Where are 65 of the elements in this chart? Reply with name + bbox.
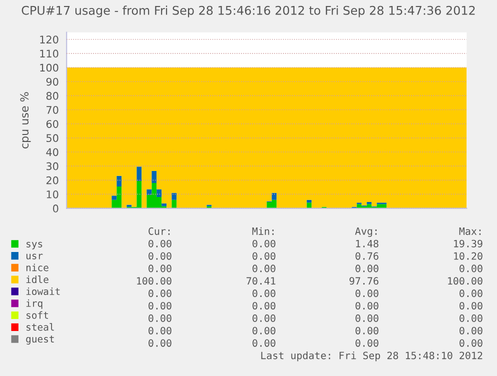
text: Min: — [252, 227, 274, 235]
y-tick-label: 120 — [40, 36, 58, 44]
y-tick-label: 110 — [40, 50, 58, 58]
y-axis-title: cpu use % — [20, 92, 31, 148]
text: 0.00 — [148, 314, 172, 322]
text: 0.00 — [356, 290, 378, 298]
text: 0.00 — [252, 302, 276, 310]
text: 10.20 — [454, 252, 482, 260]
text: 1.48 — [356, 240, 378, 248]
text: 0.00 — [356, 339, 378, 347]
legend-label: steal — [26, 323, 54, 331]
text: 0.00 — [148, 302, 172, 310]
y-tick-label: 40 — [46, 148, 58, 156]
y-tick-label: 30 — [46, 162, 58, 170]
text: 0.00 — [252, 290, 276, 298]
text: 0.00 — [252, 252, 276, 260]
text: 0.00 — [148, 339, 172, 347]
text: 0.00 — [252, 240, 276, 248]
text: 0.00 — [252, 314, 276, 322]
y-tick-label: 20 — [46, 176, 58, 184]
text: 0.00 — [252, 339, 276, 347]
y-tick-label: 80 — [46, 92, 58, 100]
text: 0.00 — [252, 326, 276, 334]
text: Max: — [459, 228, 481, 235]
text: 0.00 — [252, 264, 276, 272]
text: 0.00 — [148, 252, 172, 260]
text: 100.00 — [137, 277, 172, 285]
y-tick-label: 50 — [46, 134, 58, 142]
text: 0.00 — [356, 264, 378, 272]
text: 0.00 — [356, 302, 378, 310]
text: 0.00 — [460, 264, 482, 272]
text: 0.00 — [460, 339, 482, 347]
legend-label: guest — [26, 336, 54, 345]
text: 0.00 — [356, 314, 378, 322]
text: 0.76 — [356, 252, 378, 260]
text: 0.00 — [148, 240, 172, 248]
text: 100.00 — [448, 277, 482, 285]
y-tick-label: 90 — [46, 78, 58, 86]
text: 0.00 — [460, 314, 482, 322]
legend-label: nice — [26, 264, 48, 272]
y-tick-label: 100 — [40, 64, 58, 72]
legend-label: iowait — [26, 288, 60, 296]
text: 19.39 — [454, 240, 482, 248]
legend-label: soft — [26, 311, 48, 319]
y-tick-label: 0 — [53, 204, 58, 212]
legend-label: idle — [26, 276, 48, 284]
y-tick-label: 60 — [46, 120, 58, 128]
legend-label: sys — [26, 242, 42, 250]
text: 0.00 — [148, 264, 172, 272]
y-tick-label: 10 — [46, 190, 58, 198]
text: Avg: — [355, 227, 377, 237]
text: 70.41 — [246, 277, 276, 285]
text: 0.00 — [460, 290, 482, 298]
text: Cur: — [148, 227, 170, 235]
text: 0.00 — [148, 290, 172, 298]
text: 0.00 — [148, 326, 172, 334]
chart-title: CPU#17 usage - from Fri Sep 28 15:46:16 2012 to Fri Sep 28 15:47:36 2012 — [22, 6, 475, 18]
text: 0.00 — [460, 302, 482, 310]
text: 0.00 — [460, 326, 482, 334]
legend-label: usr — [26, 254, 43, 260]
text: 0.00 — [356, 326, 378, 334]
y-tick-label: 70 — [46, 106, 58, 114]
legend-label: irq — [26, 299, 42, 309]
text: Last update: Fri Sep 28 15:48:10 2012 — [261, 352, 482, 362]
text: 97.76 — [350, 277, 378, 285]
